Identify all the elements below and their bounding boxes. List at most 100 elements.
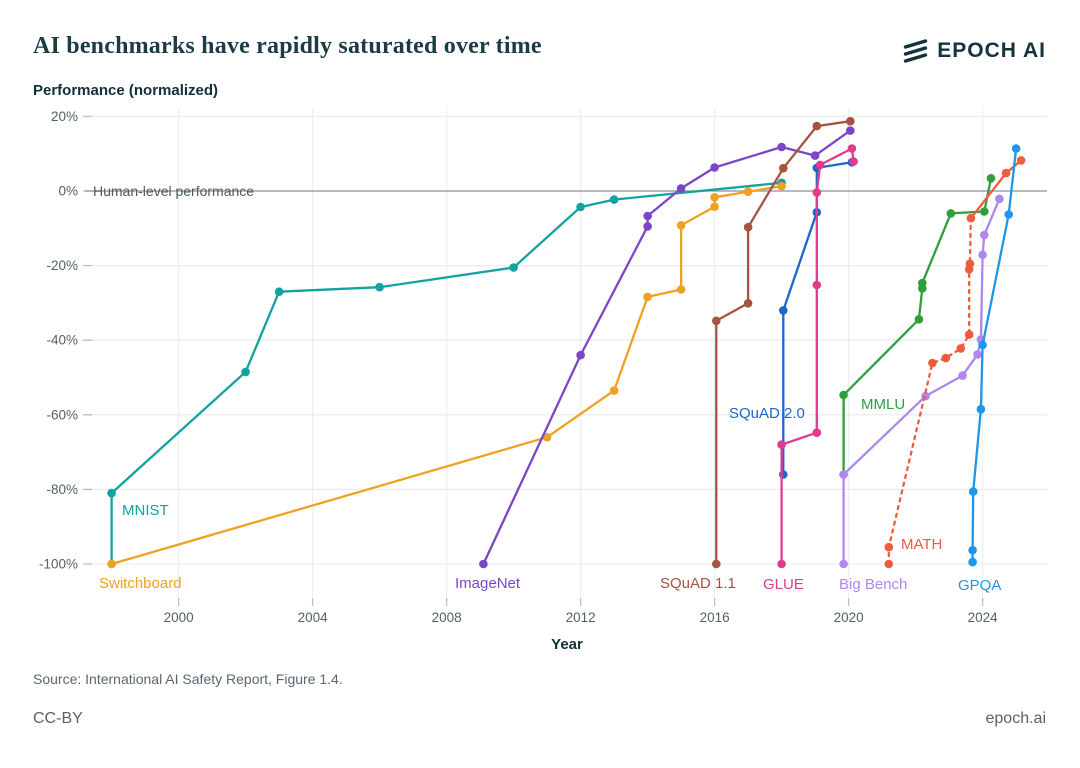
site-label: epoch.ai <box>985 710 1047 727</box>
data-point-imagenet <box>810 151 820 160</box>
epoch-logo-text: EPOCH AI <box>937 39 1046 62</box>
series-label-math: MATH <box>901 536 942 553</box>
data-point-big-bench <box>839 470 848 479</box>
data-point-mmlu <box>839 390 848 400</box>
data-point-imagenet <box>643 211 652 221</box>
data-point-switchboard <box>107 559 116 569</box>
data-point-mmlu <box>918 278 927 288</box>
source-note: Source: International AI Safety Report, … <box>33 671 343 687</box>
data-point-mnist <box>509 263 518 272</box>
data-point-mmlu <box>946 209 956 218</box>
data-point-imagenet <box>576 350 585 360</box>
data-point-math <box>966 213 976 223</box>
data-point-big-bench <box>839 559 848 569</box>
data-point-glue <box>812 428 822 438</box>
data-point-imagenet <box>643 222 652 231</box>
data-point-math <box>884 559 894 569</box>
data-point-squad-2-0 <box>779 470 788 479</box>
series-label-mnist: MNIST <box>122 502 169 519</box>
data-point-switchboard <box>542 432 552 442</box>
series-label-gpqa: GPQA <box>958 577 1001 594</box>
data-point-math <box>928 358 937 368</box>
data-point-mmlu <box>914 315 924 324</box>
data-point-glue <box>812 188 822 197</box>
data-point-mmlu <box>986 174 996 183</box>
y-tick-label: -80% <box>46 482 78 497</box>
data-point-imagenet <box>479 559 488 569</box>
series-label-squad-1-1: SQuAD 1.1 <box>660 575 736 592</box>
y-tick-label: 20% <box>51 109 78 124</box>
data-point-switchboard <box>643 292 652 302</box>
data-point-squad-1-1 <box>846 116 855 126</box>
epoch-ai-logo: EPOCH AI <box>902 38 1046 64</box>
data-point-imagenet <box>846 126 855 135</box>
x-tick-label: 2016 <box>700 610 730 625</box>
data-point-big-bench <box>978 250 987 260</box>
data-point-switchboard <box>777 181 786 191</box>
series-label-mmlu: MMLU <box>861 396 905 413</box>
y-tick-label: -40% <box>46 333 78 348</box>
data-point-imagenet <box>710 163 719 172</box>
data-point-math <box>941 353 951 363</box>
data-point-squad-1-1 <box>712 316 721 326</box>
series-line-glue <box>780 147 855 566</box>
series-line-imagenet <box>482 129 852 566</box>
data-point-math <box>965 259 975 269</box>
data-point-switchboard <box>710 202 719 211</box>
data-point-gpqa <box>968 557 977 567</box>
data-point-math <box>956 344 966 353</box>
data-point-glue <box>812 280 822 290</box>
series-label-big-bench: Big Bench <box>839 576 907 593</box>
y-tick-label: -100% <box>39 557 78 572</box>
y-tick-label: 0% <box>58 184 78 199</box>
license-label: CC-BY <box>33 710 83 727</box>
data-point-math <box>964 330 974 339</box>
data-point-big-bench <box>973 350 982 359</box>
data-point-squad-1-1 <box>712 559 721 569</box>
data-point-mnist <box>576 202 585 212</box>
x-tick-label: 2004 <box>298 610 329 625</box>
data-point-gpqa <box>968 545 977 555</box>
data-point-glue <box>777 440 786 449</box>
data-point-glue <box>847 144 857 153</box>
data-point-switchboard <box>676 221 686 230</box>
y-tick-label: -60% <box>46 407 78 422</box>
epoch-logo-hatch-icon <box>904 39 928 63</box>
data-point-mnist <box>107 488 116 498</box>
data-point-big-bench <box>958 371 967 380</box>
series-label-switchboard: Switchboard <box>99 575 182 592</box>
x-tick-label: 2008 <box>432 610 462 625</box>
data-point-math <box>1016 156 1026 165</box>
data-point-mnist <box>241 367 250 377</box>
data-point-gpqa <box>1011 144 1021 153</box>
x-tick-label: 2000 <box>164 610 194 625</box>
data-point-glue <box>815 160 825 170</box>
data-point-big-bench <box>995 194 1004 204</box>
series-line-big-bench <box>842 197 1001 566</box>
data-point-mmlu <box>980 207 989 216</box>
data-point-imagenet <box>676 184 686 193</box>
data-point-big-bench <box>980 230 989 240</box>
data-point-mnist <box>274 287 284 297</box>
data-point-squad-1-1 <box>743 299 753 308</box>
x-tick-label: 2020 <box>834 610 864 625</box>
x-tick-label: 2024 <box>968 610 999 625</box>
data-point-switchboard <box>710 193 719 202</box>
data-point-math <box>884 542 894 552</box>
data-point-squad-1-1 <box>779 163 788 173</box>
data-point-squad-1-1 <box>743 222 753 232</box>
series-label-squad-2-0: SQuAD 2.0 <box>729 405 805 422</box>
y-axis-title: Performance (normalized) <box>33 82 219 99</box>
data-point-switchboard <box>676 285 686 294</box>
series-label-imagenet: ImageNet <box>455 575 521 592</box>
data-point-switchboard <box>743 187 753 196</box>
data-point-gpqa <box>1004 210 1013 219</box>
series-label-glue: GLUE <box>763 576 804 593</box>
page-title: AI benchmarks have rapidly saturated ove… <box>33 33 542 59</box>
data-point-switchboard <box>609 386 619 395</box>
data-point-gpqa <box>968 487 978 496</box>
data-point-gpqa <box>976 404 986 414</box>
data-point-gpqa <box>978 340 987 350</box>
data-point-glue <box>849 157 858 166</box>
